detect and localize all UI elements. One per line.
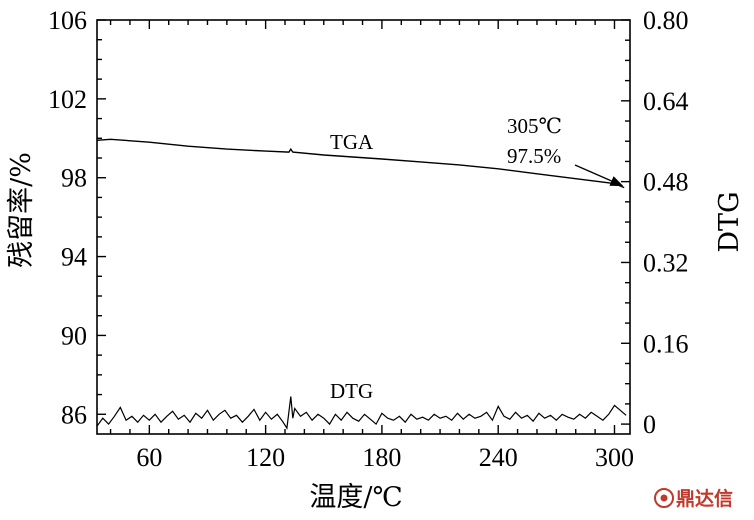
- tga-label: TGA: [330, 130, 374, 154]
- y-left-tick-label: 86: [61, 400, 87, 429]
- y-right-tick-label: 0.32: [643, 248, 689, 277]
- y-left-tick-label: 90: [61, 321, 87, 350]
- point-arrow: [574, 164, 624, 187]
- logo-icon-dot: [660, 494, 668, 502]
- y-right-axis-title: DTG: [714, 191, 745, 252]
- tick-labels: 60 120 180 240 300 86 90 94 98 102 106 0 0.16 0.32 0.4…: [48, 6, 689, 472]
- logo-text: 鼎达信: [676, 487, 733, 510]
- x-axis-title: 温度/℃: [309, 482, 402, 513]
- x-tick-label: 180: [362, 443, 401, 472]
- point-value-label: 97.5%: [507, 144, 561, 168]
- y-left-tick-label: 98: [61, 164, 87, 193]
- x-tick-label: 120: [246, 443, 285, 472]
- dtg-series-line: [96, 396, 627, 430]
- plot-frame: [96, 19, 631, 435]
- y-left-tick-label: 106: [48, 6, 87, 35]
- x-tick-label: 60: [136, 443, 162, 472]
- watermark-logo: 鼎达信: [654, 487, 733, 510]
- x-tick-label: 300: [595, 443, 634, 472]
- logo-icon: [654, 488, 674, 508]
- axis-ticks: [97, 19, 630, 434]
- y-right-tick-label: 0: [643, 410, 656, 439]
- point-temp-label: 305℃: [507, 114, 562, 138]
- y-right-tick-label: 0.48: [643, 168, 689, 197]
- y-right-tick-label: 0.80: [643, 6, 689, 35]
- y-left-axis-title: 残留率/%: [6, 152, 37, 268]
- y-left-tick-label: 94: [61, 243, 87, 272]
- x-tick-label: 240: [479, 443, 518, 472]
- tga-series-line: [96, 138, 625, 189]
- y-right-tick-label: 0.16: [643, 329, 689, 358]
- dtg-label: DTG: [330, 379, 373, 403]
- y-right-tick-label: 0.64: [643, 87, 689, 116]
- y-left-tick-label: 102: [48, 85, 87, 114]
